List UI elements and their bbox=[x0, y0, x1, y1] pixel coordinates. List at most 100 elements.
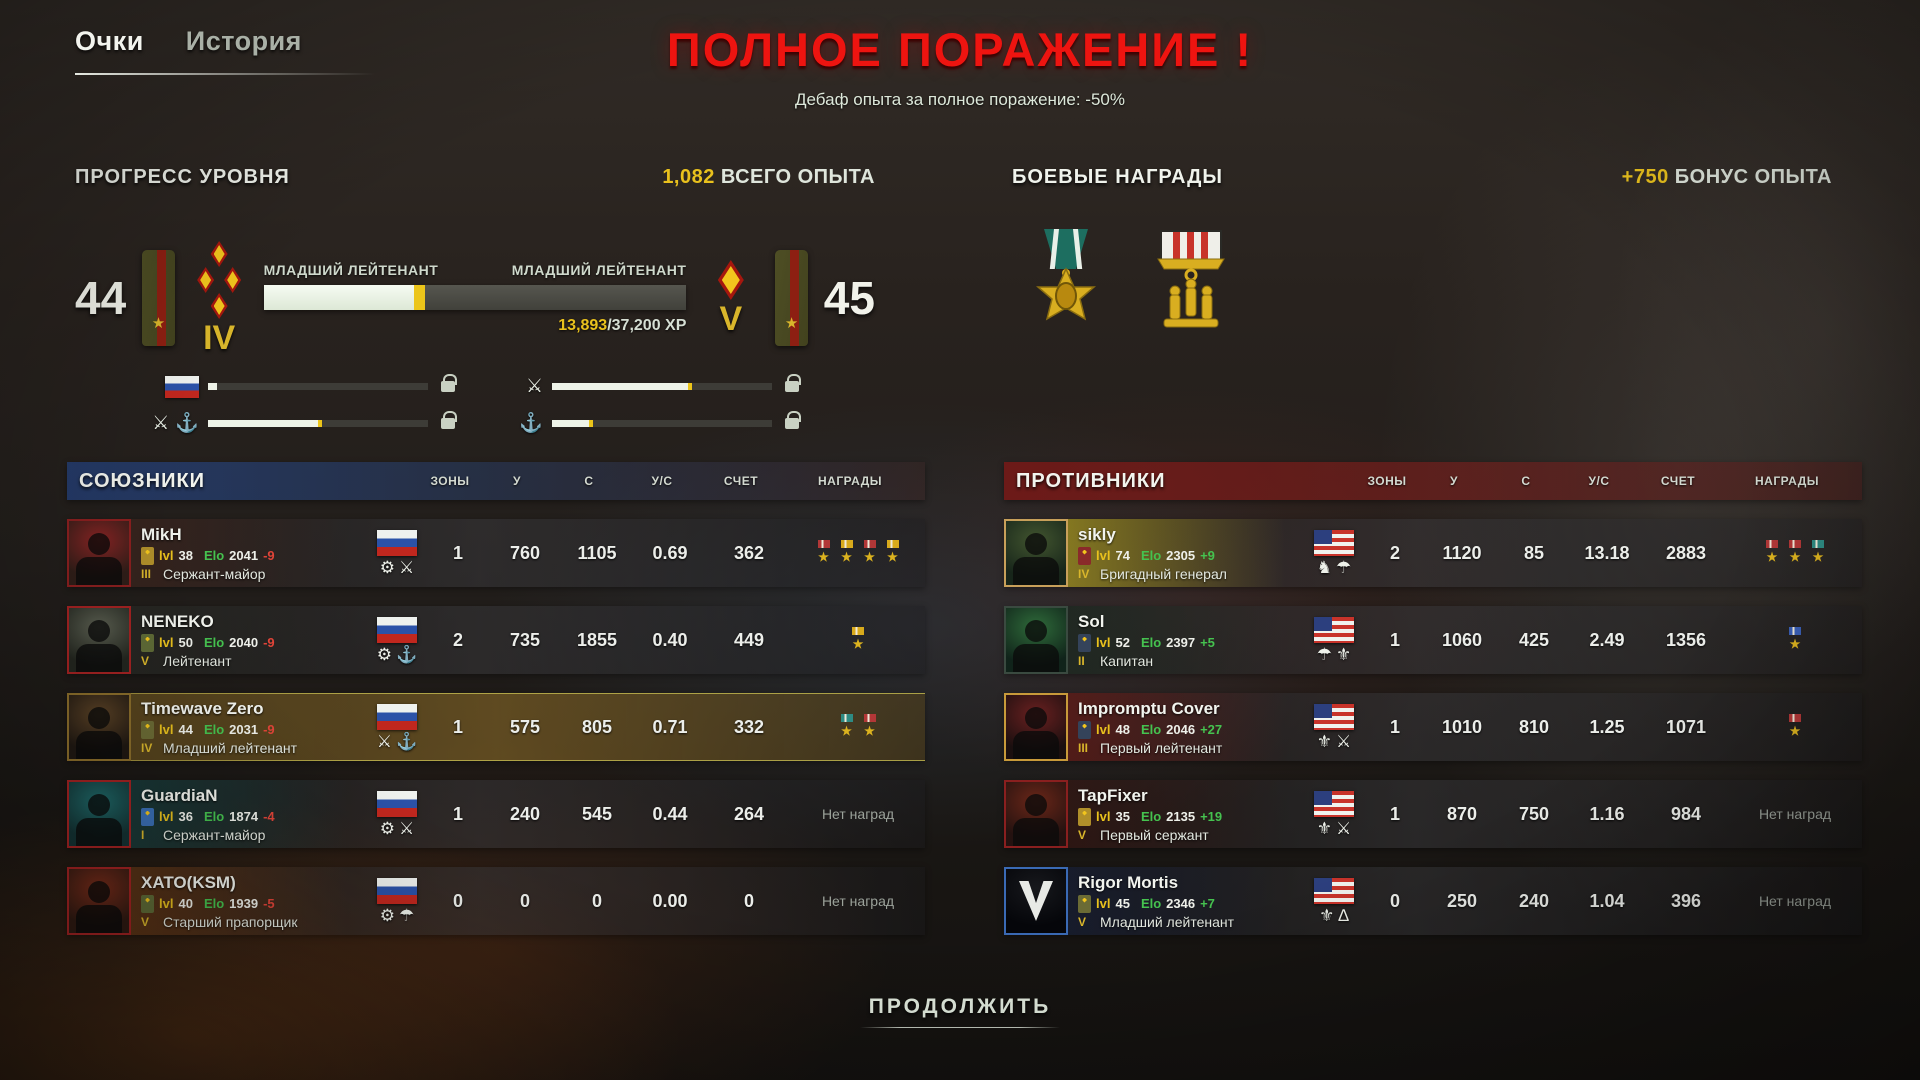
rank-insignia-icon bbox=[141, 894, 154, 913]
column-score: СЧЕТ bbox=[723, 474, 759, 488]
stat-zones: 0 bbox=[1389, 890, 1400, 911]
avatar bbox=[1004, 519, 1068, 587]
column-score: СЧЕТ bbox=[1660, 474, 1696, 488]
player-elo: 1939 bbox=[229, 896, 259, 911]
player-plate: GuardiaN lvl 36 Elo 1874 -4 I Сержант-ма… bbox=[131, 780, 367, 848]
column-zones: ЗОНЫ bbox=[1367, 474, 1407, 488]
player-name: MikH bbox=[141, 525, 182, 544]
player-row[interactable]: TapFixer lvl 35 Elo 2135 +19 V Первый се… bbox=[1004, 780, 1862, 848]
branch-emblem-icon: ⚜ bbox=[1316, 732, 1332, 751]
no-awards-label: Нет наград bbox=[1758, 806, 1832, 822]
player-row-self[interactable]: Timewave Zero lvl 44 Elo 2031 -9 IV Млад… bbox=[67, 693, 925, 761]
rank-insignia-icon bbox=[1078, 633, 1091, 652]
player-row[interactable]: sikly lvl 74 Elo 2305 +9 IV Бригадный ге… bbox=[1004, 519, 1862, 587]
stat-kd: 2.49 bbox=[1589, 629, 1625, 650]
crossed-rifles-icon: ⚔ bbox=[525, 376, 543, 397]
medal-star-icon[interactable] bbox=[1030, 229, 1102, 333]
player-level: 52 bbox=[1115, 635, 1130, 650]
player-name: sikly bbox=[1078, 525, 1116, 544]
medal-assault-squad-icon[interactable] bbox=[1148, 229, 1234, 333]
flag-usa-icon bbox=[1314, 791, 1354, 817]
flag-usa-icon bbox=[1314, 617, 1354, 643]
player-row[interactable]: NENEKO lvl 50 Elo 2040 -9 V Лейтенант ⚙ bbox=[67, 606, 925, 674]
player-row[interactable]: Rigor Mortis lvl 45 Elo 2346 +7 V Младши… bbox=[1004, 867, 1862, 935]
tab-history[interactable]: История bbox=[185, 26, 302, 56]
branch-emblem-icon: ∆ bbox=[1338, 906, 1349, 925]
player-elo: 1874 bbox=[229, 809, 259, 824]
allies-title: СОЮЗНИКИ bbox=[79, 469, 206, 492]
stat-zones: 1 bbox=[1389, 629, 1400, 650]
rank-title: Младший лейтенант bbox=[163, 740, 298, 756]
avatar bbox=[1004, 693, 1068, 761]
level-progress-section: ПРОГРЕСС УРОВНЯ 1,082 ВСЕГО ОПЫТА 44 IV … bbox=[75, 166, 875, 435]
lock-icon bbox=[441, 410, 457, 429]
next-rank-pips: V bbox=[702, 260, 759, 336]
avatar bbox=[67, 867, 131, 935]
awards-cell bbox=[791, 627, 925, 653]
continue-button[interactable]: ПРОДОЛЖИТЬ bbox=[0, 995, 1920, 1028]
rank-insignia-icon bbox=[1078, 807, 1091, 826]
player-row[interactable]: MikH lvl 38 Elo 2041 -9 III Сержант-майо… bbox=[67, 519, 925, 587]
stat-zones: 0 bbox=[452, 890, 463, 911]
elo-delta: -4 bbox=[263, 809, 275, 824]
rank-insignia-icon bbox=[141, 807, 154, 826]
branch-emblem-icon: ⚙ bbox=[379, 819, 395, 838]
stat-score: 1071 bbox=[1665, 716, 1707, 737]
battle-awards-heading: БОЕВЫЕ НАГРАДЫ bbox=[1012, 166, 1224, 188]
rank-pip-icon bbox=[210, 293, 228, 319]
player-level: 40 bbox=[178, 896, 193, 911]
player-name: XATO(KSM) bbox=[141, 873, 236, 892]
stat-score: 984 bbox=[1670, 803, 1702, 824]
elo-delta: -9 bbox=[263, 635, 275, 650]
lock-icon bbox=[785, 410, 801, 429]
xp-debuff-note: Дебаф опыта за полное поражение: -50% bbox=[794, 90, 1125, 109]
flag-russia-icon bbox=[377, 791, 417, 817]
player-elo: 2046 bbox=[1166, 722, 1196, 737]
elo-label: Elo bbox=[1140, 635, 1162, 650]
stat-deaths: 810 bbox=[1518, 716, 1550, 737]
stat-deaths: 425 bbox=[1518, 629, 1550, 650]
avatar bbox=[1004, 606, 1068, 674]
player-name: Rigor Mortis bbox=[1078, 873, 1179, 892]
lvl-label: lvl bbox=[1096, 809, 1111, 824]
column-kd: У/С bbox=[1588, 474, 1610, 488]
flag-usa-icon bbox=[1314, 704, 1354, 730]
player-name: Sol bbox=[1078, 612, 1105, 631]
next-rank-numeral: V bbox=[719, 300, 743, 338]
tab-underline bbox=[75, 73, 375, 75]
elo-delta: -9 bbox=[263, 548, 275, 563]
player-row[interactable]: XATO(KSM) lvl 40 Elo 1939 -5 V Старший п… bbox=[67, 867, 925, 935]
next-level: 45 bbox=[823, 272, 875, 324]
player-level: 38 bbox=[178, 548, 193, 563]
player-row[interactable]: Impromptu Cover lvl 48 Elo 2046 +27 III … bbox=[1004, 693, 1862, 761]
stat-zones: 1 bbox=[452, 542, 463, 563]
rank-numeral: II bbox=[1078, 654, 1085, 668]
elo-label: Elo bbox=[203, 896, 225, 911]
player-level: 36 bbox=[178, 809, 193, 824]
elo-delta: +27 bbox=[1200, 722, 1223, 737]
tab-points[interactable]: Очки bbox=[75, 26, 144, 56]
rank-title: Сержант-майор bbox=[163, 827, 266, 843]
awards-cell bbox=[791, 714, 925, 740]
player-row[interactable]: Sol lvl 52 Elo 2397 +5 II Капитан ☂ bbox=[1004, 606, 1862, 674]
battle-awards-section: БОЕВЫЕ НАГРАДЫ +750 БОНУС ОПЫТА bbox=[1012, 166, 1832, 333]
player-plate: sikly lvl 74 Elo 2305 +9 IV Бригадный ге… bbox=[1068, 519, 1304, 587]
rank-title: Старший прапорщик bbox=[163, 914, 298, 930]
total-xp: 1,082 ВСЕГО ОПЫТА bbox=[662, 166, 875, 188]
player-name: TapFixer bbox=[1078, 786, 1148, 805]
elo-label: Elo bbox=[203, 548, 225, 563]
avatar bbox=[67, 519, 131, 587]
rank-pip-icon bbox=[210, 241, 228, 267]
stat-kd: 1.16 bbox=[1589, 803, 1625, 824]
branch-emblem-icon: ⚔ bbox=[1336, 819, 1352, 838]
player-level: 74 bbox=[1115, 548, 1130, 563]
rank-pip-icon bbox=[197, 267, 215, 293]
mini-medal-icon bbox=[862, 714, 878, 740]
rank-title: Бригадный генерал bbox=[1100, 566, 1227, 582]
branch-emblem-icon: ☂ bbox=[1336, 558, 1352, 577]
mini-medal-icon bbox=[862, 540, 878, 566]
stat-score: 1356 bbox=[1665, 629, 1707, 650]
player-row[interactable]: GuardiaN lvl 36 Elo 1874 -4 I Сержант-ма… bbox=[67, 780, 925, 848]
column-awards: НАГРАДЫ bbox=[818, 474, 882, 488]
